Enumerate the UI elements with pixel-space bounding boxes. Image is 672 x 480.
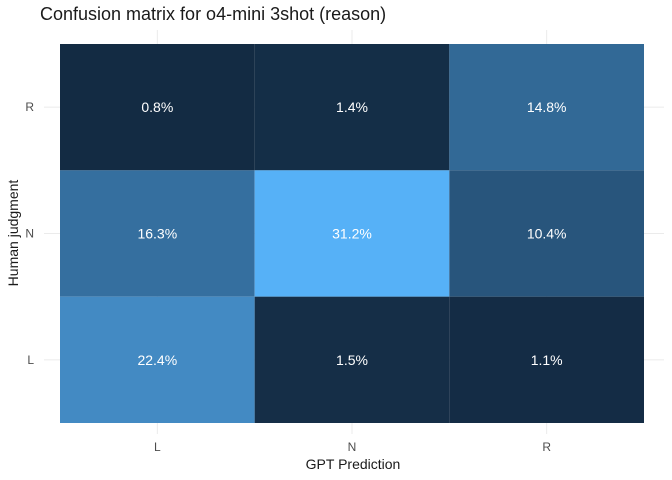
y-axis-title: Human judgment [5,180,21,287]
y-tick-label: N [25,227,34,241]
y-tick-label: L [27,353,34,367]
heatmap-cell [254,296,450,423]
cell-value-label: 1.1% [531,352,563,368]
heatmap-cell [449,296,644,423]
cell-value-label: 22.4% [137,352,177,368]
x-tick-label: R [542,440,551,454]
y-axis-ticks: L N R [25,100,34,367]
cell-value-label: 14.8% [527,99,567,115]
heatmap-cell [60,44,255,171]
y-tick-label: R [25,100,34,114]
heatmap-cell [254,44,450,171]
chart-title: Confusion matrix for o4-mini 3shot (reas… [40,4,387,24]
heatmap-cell [449,170,644,297]
heatmap-cell [60,296,255,423]
cell-value-label: 1.5% [336,352,368,368]
x-tick-label: L [154,440,161,454]
cell-value-label: 0.8% [141,99,173,115]
heatmap-cell [60,170,255,297]
cell-value-label: 31.2% [332,226,372,242]
cell-labels: 0.8% 1.4% 14.8% 16.3% 31.2% 10.4% 22.4% 1.5% 1.1… [137,99,566,368]
heatmap-cells [60,44,644,423]
heatmap-cell [254,170,450,297]
x-axis-title: GPT Prediction [306,456,401,472]
cell-value-label: 10.4% [527,226,567,242]
x-tick-label: N [348,440,357,454]
heatmap-cell [449,44,644,171]
cell-value-label: 16.3% [137,226,177,242]
cell-value-label: 1.4% [336,99,368,115]
